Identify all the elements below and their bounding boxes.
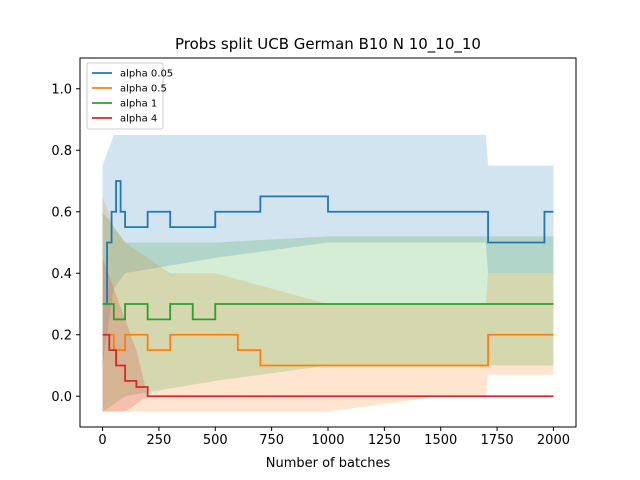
x-tick-label: 1000 [311, 433, 344, 448]
x-axis-title: Number of batches [266, 456, 391, 471]
x-tick-label: 0 [98, 433, 106, 448]
legend-label: alpha 0.05 [120, 69, 173, 80]
y-tick-label: 0.6 [51, 205, 72, 220]
y-tick-label: 1.0 [51, 82, 72, 97]
x-tick-label: 2000 [537, 433, 570, 448]
x-tick-label: 1250 [368, 433, 401, 448]
x-tick-label: 1500 [424, 433, 457, 448]
y-tick-label: 0.8 [51, 144, 72, 159]
line-series-2 [102, 303, 554, 321]
chart-title: Probs split UCB German B10 N 10_10_10 [175, 35, 481, 54]
legend-box [86, 62, 164, 130]
x-tick-label: 500 [203, 433, 228, 448]
legend-label: alpha 1 [120, 99, 157, 110]
y-tick-label: 0.2 [51, 328, 72, 343]
x-axis: 0 250 500 750 1000 1250 1500 1750 2000 [98, 427, 570, 448]
legend: alpha 0.05 alpha 0.5 alpha 1 alpha 4 [86, 62, 173, 130]
bands-layer [102, 134, 554, 412]
y-tick-label: 0.0 [51, 390, 72, 405]
x-tick-label: 1750 [481, 433, 514, 448]
line-series-3 [102, 333, 554, 398]
line-series-0 [102, 180, 554, 305]
band-series-2 [102, 211, 554, 412]
x-tick-label: 750 [259, 433, 284, 448]
legend-label: alpha 4 [120, 114, 157, 125]
legend-label: alpha 0.5 [120, 84, 167, 95]
y-axis: 0.0 0.2 0.4 0.6 0.8 1.0 [51, 82, 80, 405]
lines-layer [102, 180, 554, 398]
band-series-0 [102, 134, 554, 366]
line-series-1 [102, 333, 554, 367]
y-tick-label: 0.4 [51, 267, 72, 282]
x-tick-label: 250 [146, 433, 171, 448]
